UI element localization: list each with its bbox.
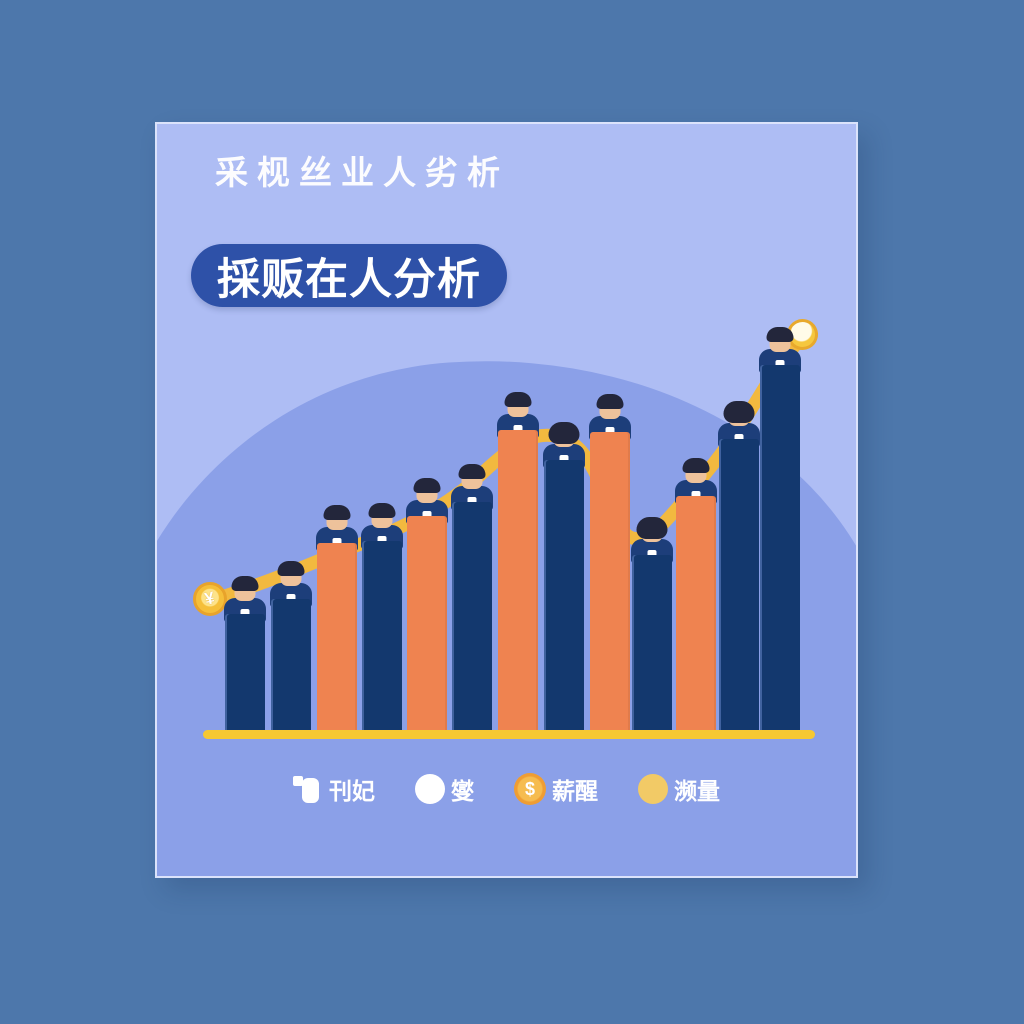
bar-group xyxy=(589,394,631,735)
bar-group xyxy=(316,505,358,735)
bar-navy xyxy=(544,460,584,735)
person-hair xyxy=(766,327,794,342)
bar-group xyxy=(224,576,266,735)
bar-navy xyxy=(271,599,311,735)
legend-item-door: 刊妃 xyxy=(293,772,375,806)
bar-group xyxy=(270,561,312,735)
bar-group xyxy=(631,517,673,735)
bar-orange xyxy=(676,496,716,735)
bar-group xyxy=(451,464,493,735)
bar-group xyxy=(497,392,539,735)
door-icon-panel xyxy=(302,778,319,803)
chart-baseline xyxy=(203,730,815,739)
person-hair xyxy=(413,478,441,493)
person-hair xyxy=(231,576,259,591)
person-hair xyxy=(458,464,486,479)
bar-navy xyxy=(452,502,492,735)
infographic-card: ¥ 采枧丝业人劣析 採贩在人分析 刊妃 燮 $ 薪醒 xyxy=(155,122,858,878)
bar-group xyxy=(361,503,403,735)
bar-group xyxy=(718,401,760,735)
bar-orange xyxy=(590,432,630,735)
bar-navy xyxy=(632,555,672,735)
bar-navy xyxy=(760,365,800,735)
person-hair xyxy=(504,392,532,407)
bar-navy xyxy=(225,614,265,735)
door-icon-square xyxy=(293,776,303,786)
bar-group xyxy=(543,422,585,735)
bar-group xyxy=(759,327,801,735)
bar-group xyxy=(675,458,717,735)
subtitle-text: 采枧丝业人劣析 xyxy=(215,154,509,191)
bar-navy xyxy=(719,439,759,735)
person-hair xyxy=(323,505,351,520)
title-pill: 採贩在人分析 xyxy=(191,244,507,307)
person-hair xyxy=(596,394,624,409)
chart-legend: 刊妃 燮 $ 薪醒 濒量 xyxy=(157,772,856,806)
bar-navy xyxy=(362,541,402,735)
person-hair xyxy=(548,422,580,444)
bar-orange xyxy=(498,430,538,735)
legend-label: 濒量 xyxy=(674,778,720,804)
legend-label: 薪醒 xyxy=(552,778,598,804)
dollar-coin-icon: $ xyxy=(514,773,546,805)
bar-orange xyxy=(317,543,357,735)
bar-orange xyxy=(407,516,447,735)
legend-label: 刊妃 xyxy=(329,778,375,804)
legend-label: 燮 xyxy=(451,778,474,804)
bar-chart xyxy=(157,124,856,876)
person-hair xyxy=(682,458,710,473)
bar-group xyxy=(406,478,448,735)
legend-item-coin: $ 薪醒 xyxy=(514,772,598,806)
legend-item-yellow: 濒量 xyxy=(638,772,720,806)
person-hair xyxy=(636,517,668,539)
person-hair xyxy=(277,561,305,576)
door-panel-icon xyxy=(293,774,323,804)
yen-coin-icon: ¥ xyxy=(193,582,227,616)
page-title: 採贩在人分析 xyxy=(217,255,481,304)
white-circle-icon xyxy=(415,774,445,804)
yellow-circle-icon xyxy=(638,774,668,804)
legend-item-circle: 燮 xyxy=(415,772,474,806)
person-hair xyxy=(723,401,755,423)
person-hair xyxy=(368,503,396,518)
